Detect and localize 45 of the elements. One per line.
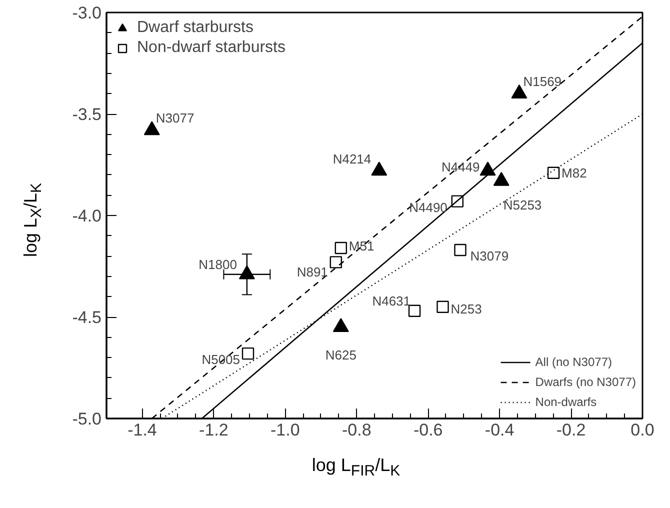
point [144, 121, 160, 136]
y-tick-label: -4.0 [72, 206, 102, 226]
y-tick-label: -5.0 [72, 410, 102, 428]
annotation: N1569 [523, 74, 562, 90]
annotation: N5005 [202, 352, 240, 368]
point [454, 244, 466, 256]
point [242, 347, 254, 360]
annotation: M82 [562, 165, 587, 180]
y-tick-label: -3.5 [72, 105, 102, 124]
annotation: N253 [450, 301, 482, 316]
x-tick-label: -0.2 [556, 420, 586, 440]
annotation: N4214 [332, 151, 372, 166]
legend-label: Non-dwarf starbursts [137, 39, 286, 57]
point [330, 256, 342, 268]
annotation: N4631 [372, 293, 411, 308]
annotation: N1800 [198, 256, 237, 272]
annotation: N625 [325, 348, 356, 363]
y-tick-label: -4.5 [72, 308, 102, 327]
annotation: M51 [348, 238, 374, 254]
legend-label: Dwarf starbursts [137, 19, 254, 37]
x-tick-label: -0.4 [484, 420, 514, 440]
point [334, 242, 348, 254]
legend-label: All (no N3077) [535, 355, 612, 369]
x-tick-label: -1.2 [199, 420, 228, 440]
x-tick-label: -0.6 [413, 420, 443, 440]
point [493, 172, 510, 186]
point [371, 162, 388, 176]
legend-label: Non-dwarfs [535, 395, 597, 409]
x-tick-label: -0.8 [342, 420, 372, 440]
annotation: N891 [296, 264, 328, 280]
legend-label: Dwarfs (no N3077) [535, 375, 636, 389]
point [511, 84, 528, 99]
point [547, 166, 560, 179]
annotation: N3077 [156, 110, 194, 126]
x-tick-label: -1.4 [128, 420, 157, 440]
annotation: N5253 [503, 197, 542, 212]
annotation: N3079 [470, 248, 509, 264]
y-tick-label: -3.0 [72, 4, 102, 22]
x-tick-label: -1.0 [270, 420, 300, 440]
point [436, 300, 449, 313]
point [408, 304, 421, 318]
annotation: N4449 [441, 159, 480, 174]
x-tick-label: 0.0 [630, 420, 654, 440]
x-axis-title: log L$_{FIR}$/L$_{K}$ [310, 454, 402, 482]
annotation: N4490 [409, 200, 448, 215]
